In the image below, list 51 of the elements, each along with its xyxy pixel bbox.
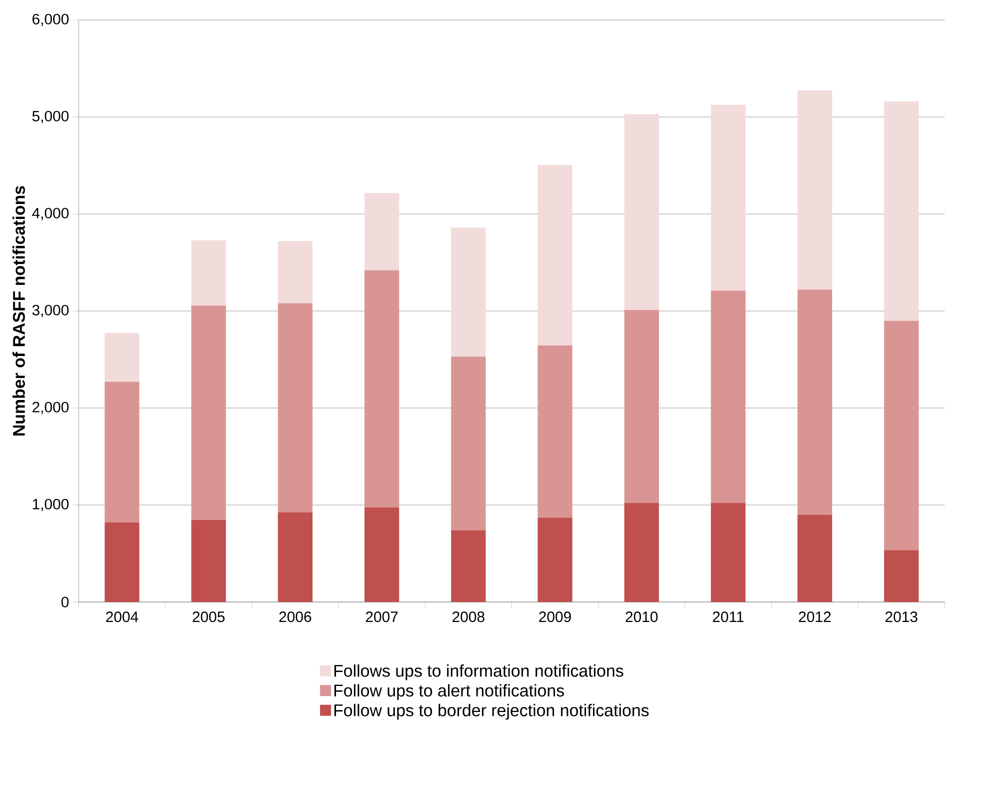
x-tick-label: 2009: [539, 612, 571, 622]
bar: [278, 303, 313, 512]
bar: [278, 241, 313, 304]
bar: [884, 320, 919, 550]
x-tick-label: 2005: [192, 612, 225, 622]
x-tick-label: 2008: [452, 612, 484, 622]
bar: [624, 310, 659, 504]
legend-label: Follow ups to alert notifications: [334, 684, 564, 700]
x-tick-label: 2011: [712, 612, 744, 622]
y-tick-label: 1,000: [32, 498, 69, 512]
bar: [191, 520, 226, 602]
bar: [710, 104, 746, 291]
bar: [364, 270, 400, 508]
y-tick-label: 6,000: [32, 14, 69, 26]
bar: [104, 522, 140, 602]
bar: [104, 332, 140, 382]
bar: [278, 512, 313, 602]
bar: [104, 382, 140, 522]
bar: [797, 90, 832, 290]
bar: [191, 306, 226, 520]
bar: [364, 193, 400, 270]
bar: [797, 514, 832, 602]
bar: [884, 550, 919, 602]
x-tick-label: 2004: [106, 612, 138, 622]
x-tick-label: 2012: [798, 612, 831, 622]
bar: [191, 240, 226, 306]
y-tick-label: 3,000: [32, 304, 69, 318]
bar: [710, 503, 746, 602]
bar: [624, 114, 659, 310]
bar: [538, 165, 572, 346]
y-tick-label: 2,000: [32, 402, 69, 414]
bar: [710, 290, 746, 504]
x-tick-label: 2010: [626, 612, 658, 622]
bar: [624, 503, 659, 602]
y-tick-label: 5,000: [32, 110, 69, 124]
bar: [451, 356, 486, 530]
bar: [451, 228, 486, 357]
bar: [538, 345, 572, 518]
y-tick-label: 4,000: [32, 208, 69, 220]
bar: [797, 290, 832, 515]
y-tick-label: 0: [61, 596, 69, 608]
x-tick-label: 2007: [366, 612, 398, 622]
legend-label: Follow ups to border rejection notifications: [334, 704, 649, 720]
x-tick-label: 2013: [886, 612, 918, 622]
y-axis-title: Number of RASFF notifications: [12, 186, 25, 436]
bar: [451, 530, 486, 602]
legend-label: Follows ups to information notifications: [334, 664, 624, 680]
bar: [364, 507, 400, 602]
bar: [884, 101, 919, 321]
bar: [538, 518, 572, 602]
x-tick-label: 2006: [279, 612, 312, 622]
